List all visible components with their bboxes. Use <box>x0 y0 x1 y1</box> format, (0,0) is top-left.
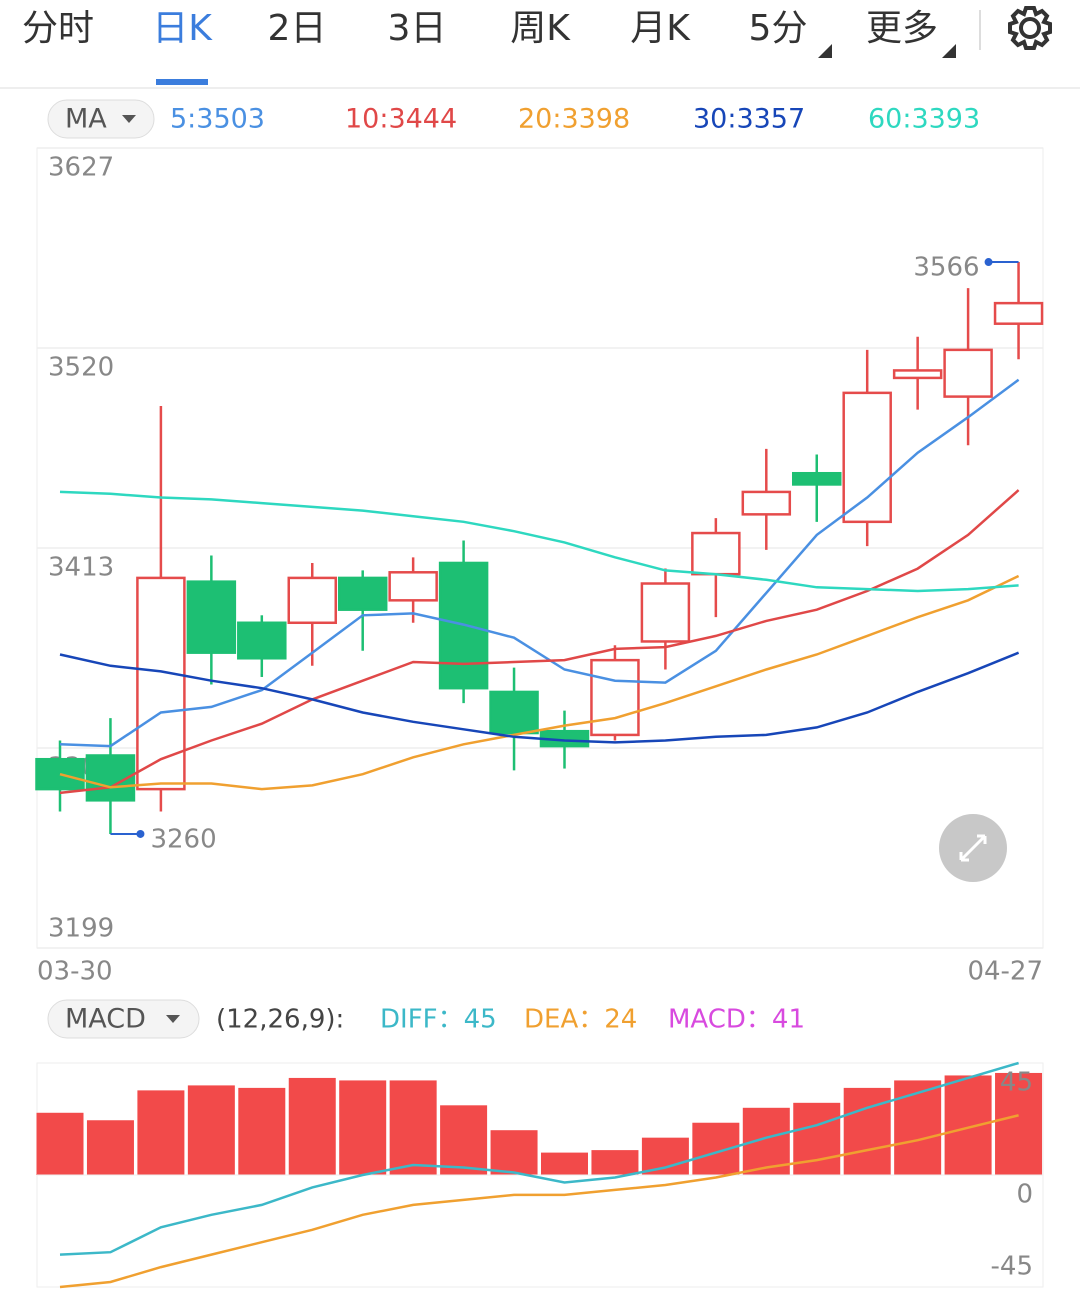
candle-body <box>993 301 1044 325</box>
tab[interactable]: 更多 <box>866 8 938 49</box>
tab[interactable]: 周K <box>510 8 571 49</box>
indicator-line <box>59 489 1020 795</box>
macd-bar <box>490 1130 538 1175</box>
candle-body <box>892 369 943 380</box>
macd-bar <box>591 1150 639 1175</box>
macd-bar <box>339 1080 387 1175</box>
indicator-line <box>59 1114 1019 1289</box>
gear-outline <box>1008 6 1052 50</box>
ma-legend: 60:3393 <box>868 104 980 135</box>
candle-body <box>590 658 640 737</box>
indicator-line <box>59 378 1020 748</box>
candle-body <box>388 571 438 602</box>
macd-legend: MACD：41 <box>668 1005 805 1035</box>
y-tick-label: 3199 <box>48 914 114 944</box>
macd-button-bg <box>47 999 200 1039</box>
dropdown-arrow <box>122 115 136 123</box>
candle-body <box>136 576 186 791</box>
candle-body <box>691 531 741 576</box>
tab[interactable]: 日K <box>152 8 213 49</box>
ma-legend: 30:3357 <box>693 104 805 135</box>
min-dot <box>136 829 145 838</box>
candle-body <box>186 580 237 654</box>
candle-body <box>85 754 136 802</box>
y-tick-label: 3627 <box>48 153 114 183</box>
gear-center <box>1019 17 1041 39</box>
macd-bar <box>641 1137 689 1175</box>
y-tick-label: -45 <box>991 1252 1033 1282</box>
macd-bar <box>137 1090 185 1175</box>
ma-legend: 5:3503 <box>170 104 265 135</box>
macd-legend: DIFF：45 <box>380 1005 497 1035</box>
macd-bar <box>86 1120 134 1175</box>
macd-bar <box>843 1087 891 1175</box>
indicator-line <box>59 574 1020 791</box>
max-label: 3566 <box>913 253 979 283</box>
macd-bar <box>288 1077 336 1175</box>
macd-bar <box>36 1112 84 1175</box>
y-tick-label: 3413 <box>48 553 114 583</box>
y-tick-label: 3520 <box>48 353 114 383</box>
x-tick-label: 03-30 <box>37 957 113 987</box>
tab[interactable]: 2日 <box>268 8 327 49</box>
candle-body <box>489 690 539 735</box>
tab[interactable]: 5分 <box>749 8 808 49</box>
candle-body <box>640 582 691 643</box>
macd-bar <box>894 1080 942 1175</box>
indicator-line <box>59 490 1019 593</box>
macd-bar <box>389 1080 437 1175</box>
macd-button-label: MACD <box>65 1004 146 1035</box>
macd-params: (12,26,9): <box>216 1005 344 1035</box>
expand-button[interactable] <box>939 814 1007 882</box>
ma-button-label: MA <box>65 104 107 135</box>
candle-body <box>287 576 337 625</box>
candle-body <box>741 490 792 516</box>
expand-icon <box>959 834 987 862</box>
dropdown-corner <box>942 44 956 58</box>
indicator-line <box>59 651 1020 744</box>
macd-bar <box>995 1072 1043 1175</box>
tab[interactable]: 分时 <box>22 8 94 49</box>
tab[interactable]: 3日 <box>388 8 447 49</box>
active-tab-underline <box>156 79 208 85</box>
y-tick-label: 45 <box>1000 1068 1033 1098</box>
macd-bar <box>793 1102 841 1175</box>
macd-bar <box>541 1152 588 1175</box>
macd-bar <box>440 1105 488 1175</box>
candle-body <box>237 621 287 660</box>
macd-button[interactable]: MACD <box>47 999 200 1039</box>
dropdown-corner <box>818 44 832 58</box>
ma-legend: 10:3444 <box>345 104 457 135</box>
y-tick-label: 0 <box>1016 1180 1033 1210</box>
ma-button[interactable]: MA <box>47 99 155 139</box>
macd-legend: DEA：24 <box>524 1005 637 1035</box>
candle-body <box>337 576 388 611</box>
candle-body <box>842 391 892 524</box>
candle-body <box>792 471 842 486</box>
macd-bar <box>238 1087 286 1175</box>
candle-body <box>943 348 993 398</box>
ma-legend: 20:3398 <box>518 104 630 135</box>
settings-icon[interactable] <box>1008 6 1052 50</box>
macd-bar <box>187 1085 235 1175</box>
tab[interactable]: 月K <box>630 8 691 49</box>
macd-bar <box>944 1075 992 1175</box>
ma-button-bg <box>47 99 155 139</box>
min-label: 3260 <box>150 824 216 854</box>
indicator-line <box>59 1061 1019 1256</box>
x-tick-label: 04-27 <box>967 957 1043 987</box>
candle-body <box>35 757 85 791</box>
dropdown-arrow <box>166 1015 180 1023</box>
max-dot <box>984 258 993 267</box>
